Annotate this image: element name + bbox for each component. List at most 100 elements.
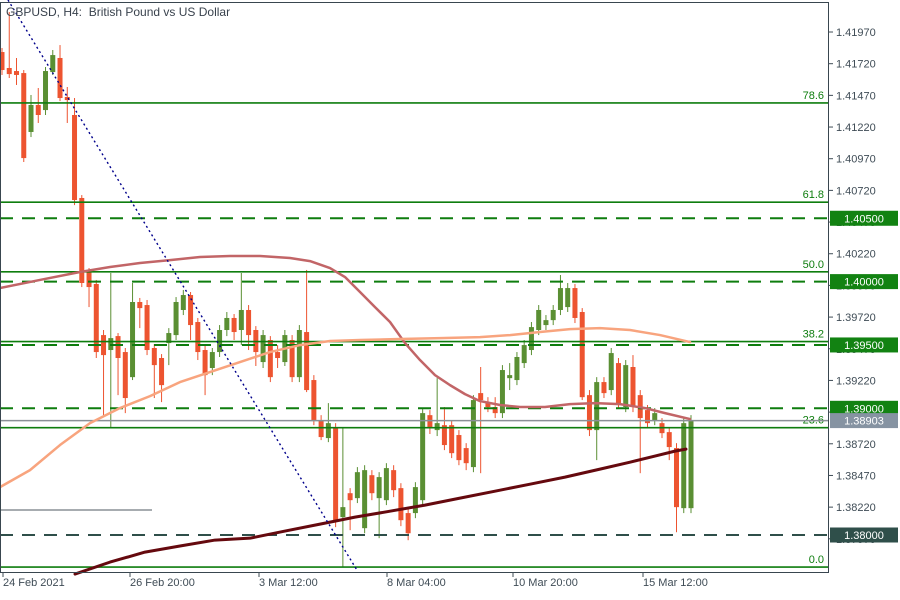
bear-candle xyxy=(267,340,273,378)
bull-candle xyxy=(434,423,440,431)
current-price-box xyxy=(830,413,898,429)
level-price-box xyxy=(830,400,898,416)
time-axis-label: 15 Mar 12:00 xyxy=(643,577,708,589)
price-box-label: 1.39000 xyxy=(844,403,884,415)
bear-candle xyxy=(318,420,324,438)
bear-candle xyxy=(492,407,498,414)
bear-candle xyxy=(441,425,447,446)
bull-candle xyxy=(296,330,302,378)
bear-candle xyxy=(151,347,157,366)
price-box-label: 1.40000 xyxy=(844,277,884,289)
bear-candle xyxy=(93,284,99,353)
bear-candle xyxy=(572,288,578,318)
bear-candle xyxy=(579,312,585,398)
ma-long-maroon xyxy=(73,447,688,576)
bull-candle xyxy=(594,382,600,431)
time-axis-label: 8 Mar 04:00 xyxy=(387,577,446,589)
bull-candle xyxy=(376,477,382,499)
fib-level-label: 50.0 xyxy=(803,259,824,271)
bull-candle xyxy=(43,71,49,111)
bear-candle xyxy=(35,104,41,116)
bull-candle xyxy=(507,375,513,379)
plot-border xyxy=(0,2,829,573)
price-axis-label: 1.41970 xyxy=(836,27,876,39)
chart-frame xyxy=(0,2,829,573)
bear-candle xyxy=(21,73,27,159)
bear-candle xyxy=(456,435,462,461)
bear-candle xyxy=(14,71,20,75)
bull-candle xyxy=(28,104,34,132)
level-price-box xyxy=(830,210,898,226)
bear-candle xyxy=(144,305,150,351)
bull-candle xyxy=(499,370,505,414)
bull-candle xyxy=(173,302,179,336)
time-axis-label: 26 Feb 20:00 xyxy=(130,577,195,589)
bear-candle xyxy=(478,393,484,401)
bear-candle xyxy=(369,475,375,494)
bull-candle xyxy=(130,302,136,378)
ma-slow-salmon xyxy=(0,326,692,489)
bull-candle xyxy=(166,333,172,344)
bull-candle xyxy=(514,356,520,381)
bear-candle xyxy=(57,57,63,99)
bear-candle xyxy=(644,410,650,424)
bear-candle xyxy=(275,352,281,359)
level-price-box xyxy=(830,527,898,543)
bear-candle xyxy=(449,425,455,454)
bear-candle xyxy=(347,493,353,501)
bear-candle xyxy=(586,395,592,431)
bear-candle xyxy=(405,513,411,534)
bull-candle xyxy=(557,288,563,310)
bear-candle xyxy=(485,402,491,408)
bull-candle xyxy=(528,327,534,351)
bull-candle xyxy=(420,413,426,501)
bear-candle xyxy=(122,352,128,399)
bull-candle xyxy=(362,470,368,529)
price-axis-label: 1.38220 xyxy=(836,502,876,514)
bear-candle xyxy=(398,488,404,521)
bear-candle xyxy=(195,322,201,353)
bear-candle xyxy=(72,115,78,201)
bull-candle xyxy=(180,295,186,310)
price-axis-label: 1.38470 xyxy=(836,470,876,482)
price-axis-label: 1.41220 xyxy=(836,122,876,134)
bear-candle xyxy=(188,295,194,326)
bull-candle xyxy=(543,320,549,326)
price-axis-label: 1.39220 xyxy=(836,375,876,387)
bear-candle xyxy=(202,350,208,376)
time-axis[interactable]: 24 Feb 2021 26 Feb 20:00 3 Mar 12:00 8 Mar … xyxy=(2,572,708,589)
bull-candle xyxy=(224,317,230,331)
price-axis-label: 1.41470 xyxy=(836,90,876,102)
bull-candle xyxy=(50,55,56,73)
bull-candle xyxy=(550,309,556,321)
bull-candle xyxy=(536,309,542,331)
price-box-label: 1.40500 xyxy=(844,213,884,225)
bear-candle xyxy=(231,317,237,333)
bear-candle xyxy=(115,336,121,359)
candles-layer xyxy=(0,11,694,568)
price-box-label: 1.38903 xyxy=(844,416,884,428)
bull-candle xyxy=(209,352,215,369)
trendline-layer[interactable] xyxy=(7,0,358,571)
bull-candle xyxy=(325,423,331,439)
price-axis[interactable]: 1.41970 1.41720 1.41470 1.41220 1.40970 1.407… xyxy=(828,27,898,546)
bear-candle xyxy=(630,367,636,408)
fib-level-label: 38.2 xyxy=(803,329,824,341)
bull-candle xyxy=(565,288,571,308)
bear-candle xyxy=(0,52,5,71)
bear-candle xyxy=(159,358,165,386)
price-level-lines[interactable] xyxy=(0,217,828,537)
bear-candle xyxy=(79,197,85,284)
time-axis-label: 24 Feb 2021 xyxy=(3,577,65,589)
bear-candle xyxy=(673,448,679,508)
descending-trendline[interactable] xyxy=(7,0,358,571)
bull-candle xyxy=(652,413,658,421)
bull-candle xyxy=(383,468,389,501)
bull-candle xyxy=(238,309,244,331)
bear-candle xyxy=(601,382,607,394)
price-axis-label: 1.41720 xyxy=(836,59,876,71)
price-box-label: 1.39500 xyxy=(844,340,884,352)
bull-candle xyxy=(470,400,476,468)
level-price-box xyxy=(830,274,898,290)
